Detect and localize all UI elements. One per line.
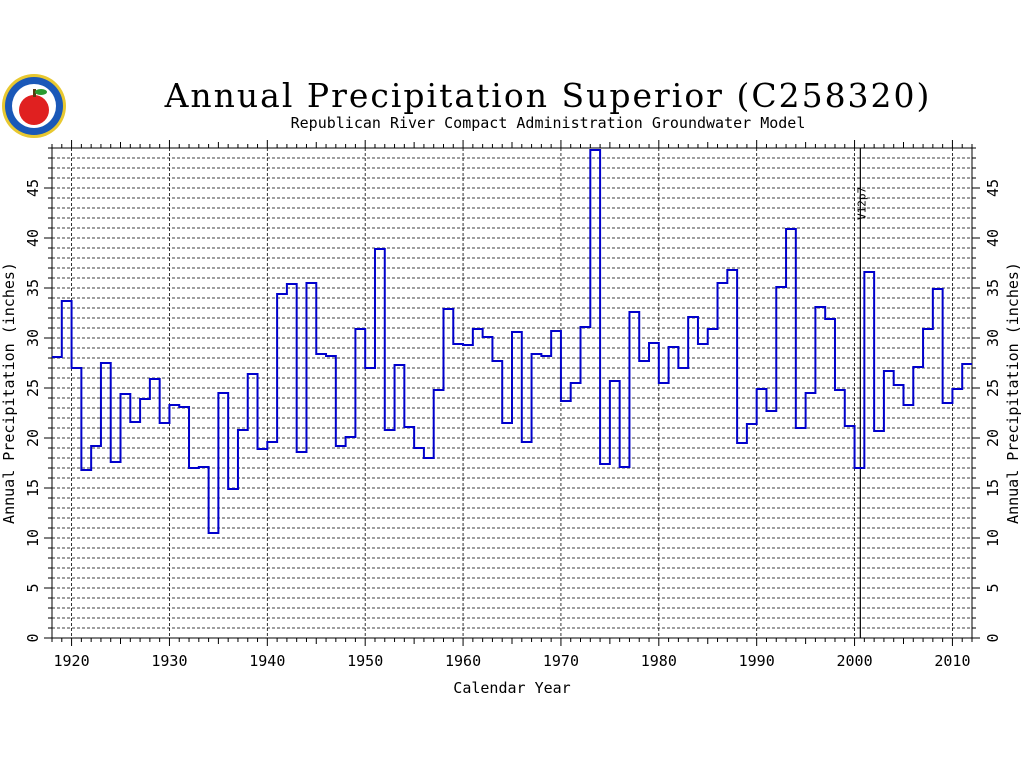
y-tick-label-left: 35 (24, 279, 42, 297)
y-tick-label-right: 25 (984, 379, 1002, 397)
x-tick-label: 1920 (54, 652, 90, 670)
y-tick-label-right: 20 (984, 429, 1002, 447)
precipitation-series (52, 149, 972, 534)
y-tick-label-left: 45 (24, 179, 42, 197)
x-tick-label: 1990 (739, 652, 775, 670)
y-tick-label-right: 15 (984, 479, 1002, 497)
x-tick-label: 1970 (543, 652, 579, 670)
y-axis-label-left: Annual Precipitation (inches) (0, 262, 18, 524)
apple-logo-icon (2, 74, 66, 138)
x-tick-label: 1940 (249, 652, 285, 670)
y-tick-label-right: 30 (984, 329, 1002, 347)
y-tick-label-right: 10 (984, 529, 1002, 547)
x-tick-label: 2010 (934, 652, 970, 670)
x-tick-label: 1930 (151, 652, 187, 670)
y-tick-label-right: 0 (984, 633, 1002, 642)
x-tick-label: 1960 (445, 652, 481, 670)
x-axis-label: Calendar Year (453, 679, 570, 697)
y-tick-label-left: 15 (24, 479, 42, 497)
axis-ticks (44, 140, 980, 646)
x-tick-label: 1950 (347, 652, 383, 670)
y-tick-label-right: 40 (984, 229, 1002, 247)
y-tick-label-left: 30 (24, 329, 42, 347)
y-tick-label-left: 0 (24, 633, 42, 642)
chart-title: Annual Precipitation Superior (C258320) (164, 76, 932, 115)
annotation-label: V12p7 (855, 187, 868, 220)
annotation: V12p7 (855, 148, 868, 638)
y-tick-label-left: 10 (24, 529, 42, 547)
y-tick-label-right: 5 (984, 583, 1002, 592)
y-tick-label-left: 20 (24, 429, 42, 447)
y-tick-label-left: 5 (24, 583, 42, 592)
tick-labels: 1920 1930 1940 1950 1960 1970 1980 1990 2000 2010… (24, 179, 1002, 670)
chart-subtitle: Republican River Compact Administration … (291, 114, 806, 132)
y-tick-label-left: 40 (24, 229, 42, 247)
x-tick-label: 1980 (641, 652, 677, 670)
y-tick-label-right: 45 (984, 179, 1002, 197)
y-axis-label-right: Annual Precipitation (inches) (1004, 262, 1022, 524)
x-tick-label: 2000 (836, 652, 872, 670)
y-tick-label-left: 25 (24, 379, 42, 397)
y-tick-label-right: 35 (984, 279, 1002, 297)
